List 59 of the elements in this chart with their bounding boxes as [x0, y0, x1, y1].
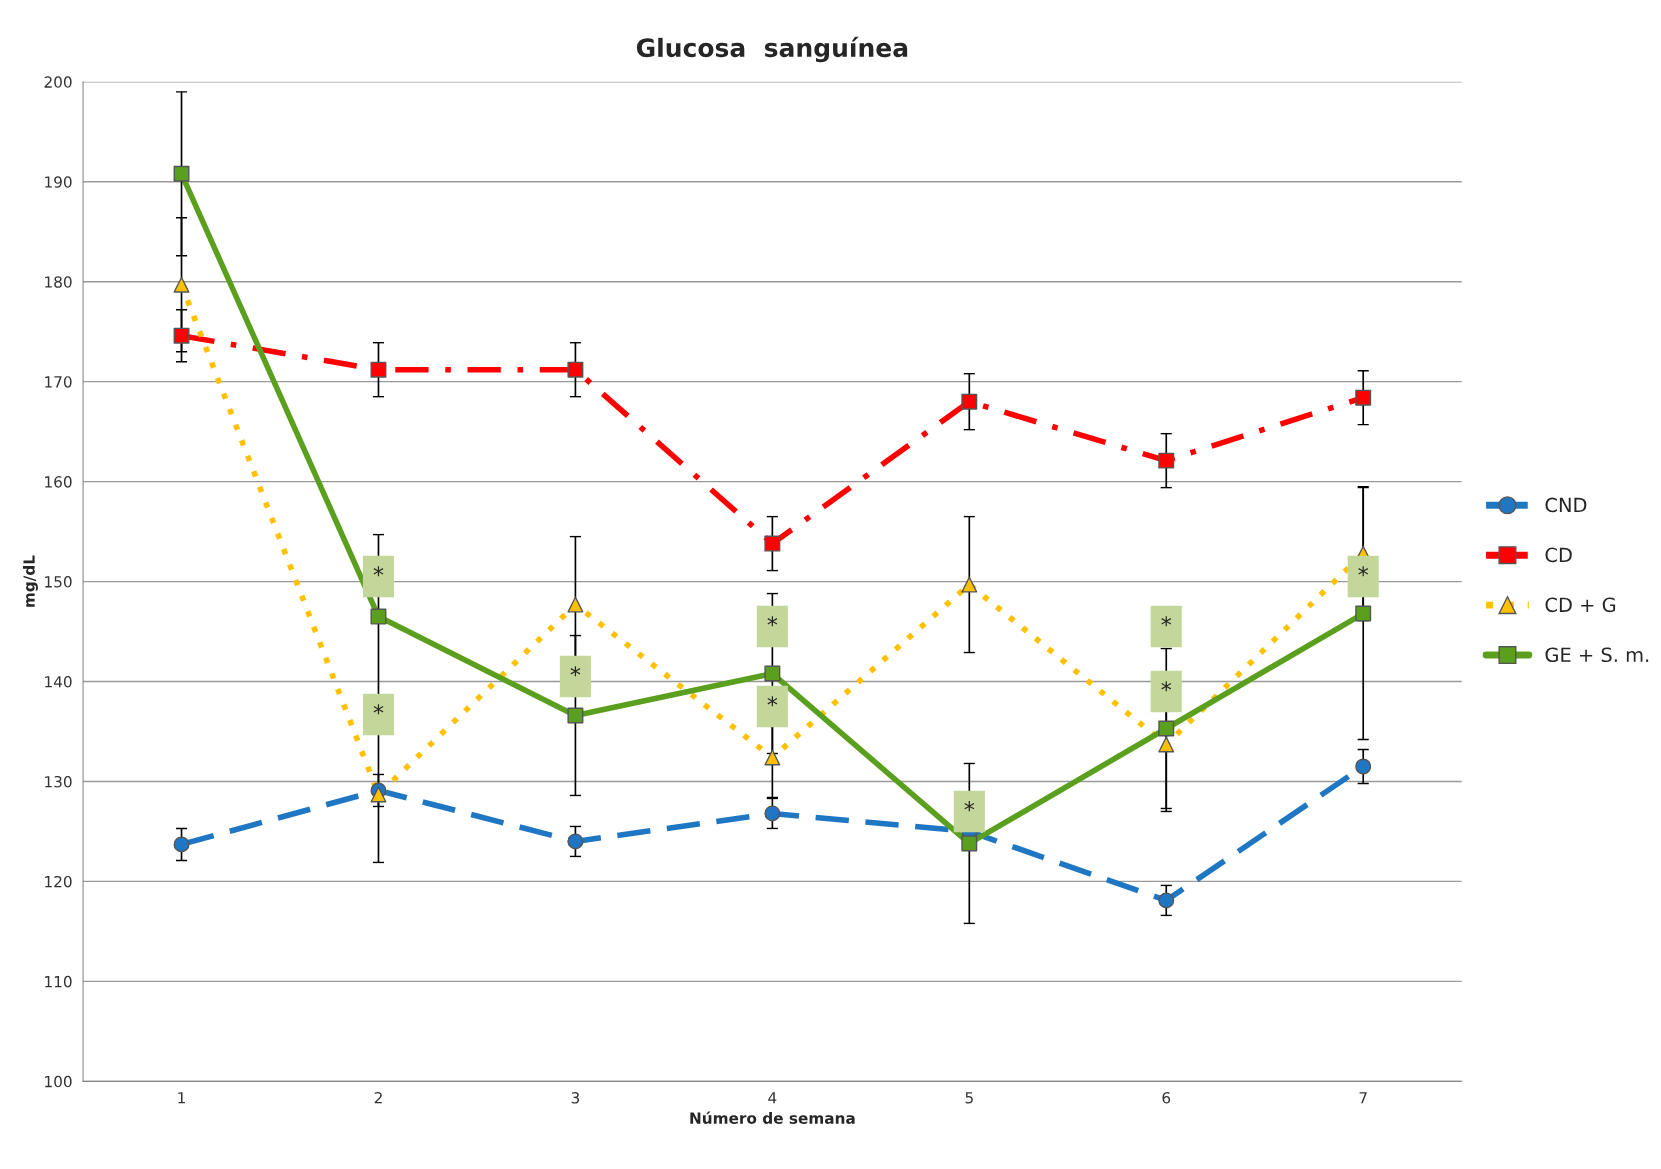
- point: [173, 836, 190, 853]
- point: [1355, 605, 1372, 622]
- point: [1355, 389, 1372, 406]
- point: [370, 786, 387, 803]
- x-tick-label: 1: [178, 1092, 185, 1104]
- chart-title: Glucosa sanguínea: [636, 36, 908, 63]
- point: [567, 707, 584, 724]
- y-tick-label: 160: [45, 476, 72, 488]
- x-tick-label: 3: [571, 1092, 580, 1104]
- y-axis-title: mg/dL: [23, 555, 38, 607]
- point: [961, 835, 978, 852]
- y-tick-label: 140: [45, 675, 72, 688]
- legend-label: CND: [1545, 497, 1587, 513]
- point: [764, 749, 781, 766]
- legend-label: CD + G: [1545, 597, 1616, 613]
- legend-label: CD: [1545, 547, 1572, 563]
- point: [173, 327, 190, 344]
- point: [567, 596, 584, 613]
- point: [1158, 452, 1175, 469]
- annotation: *: [1358, 566, 1369, 577]
- point: [173, 165, 190, 182]
- y-tick-label: 200: [44, 76, 72, 88]
- y-tick-label: 190: [45, 176, 72, 188]
- y-tick-label: 150: [45, 576, 72, 588]
- annotation: *: [964, 801, 975, 812]
- annotation: *: [767, 696, 778, 707]
- annotation: *: [767, 616, 778, 627]
- annotation: *: [1161, 681, 1172, 692]
- x-tick-label: 4: [768, 1092, 777, 1104]
- annotation: *: [373, 704, 384, 715]
- point: [567, 361, 584, 378]
- point: [1158, 720, 1175, 737]
- point: [764, 665, 781, 682]
- x-tick-label: 5: [965, 1092, 973, 1104]
- point: [1355, 758, 1372, 775]
- x-axis-title: Número de semana: [690, 1111, 855, 1124]
- y-tick-label: 170: [45, 376, 72, 388]
- y-tick-label: 110: [45, 975, 72, 988]
- point: [961, 576, 978, 593]
- point: [567, 833, 584, 850]
- annotation: *: [570, 666, 581, 677]
- point: [370, 361, 387, 378]
- y-tick-label: 120: [45, 875, 72, 888]
- y-tick-label: 180: [45, 276, 72, 288]
- y-tick-label: 130: [45, 775, 72, 788]
- y-tick-label: 100: [45, 1075, 72, 1088]
- point: [1158, 736, 1175, 753]
- point: [370, 608, 387, 625]
- x-tick-label: 2: [374, 1092, 382, 1104]
- legend-label: GE + S. m.: [1545, 647, 1649, 663]
- x-tick-label: 6: [1162, 1092, 1171, 1104]
- point: [961, 393, 978, 410]
- point: [764, 535, 781, 552]
- point: [1158, 892, 1175, 909]
- point: [764, 805, 781, 822]
- annotation: *: [373, 566, 384, 577]
- x-tick-label: 7: [1359, 1092, 1367, 1104]
- annotation: *: [1161, 616, 1172, 627]
- point: [173, 276, 190, 293]
